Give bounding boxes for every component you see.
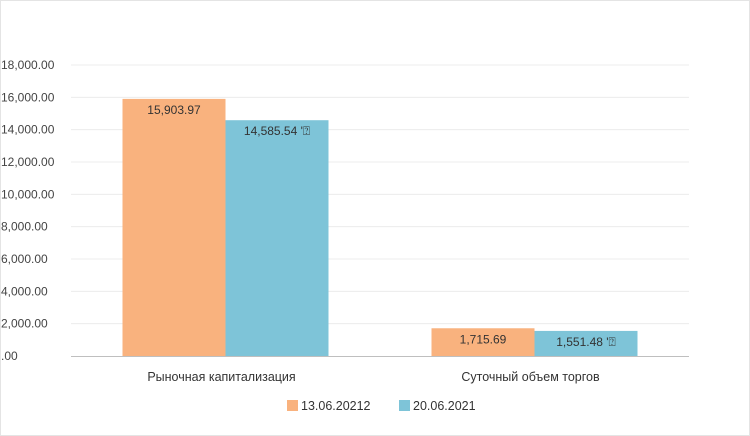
bar-1-1 [122,98,226,357]
y-tick-label: 14,000.00 [1,123,55,137]
y-tick-label: 12,000.00 [1,155,55,169]
data-labels: 15,903.97 14,585.54 '⍰ 1,715.69 1,551.48 '⍰ [147,103,615,349]
y-tick-label: 4,000.00 [1,284,48,298]
category-labels: Рыночная капитализация Суточный объем тор… [147,370,600,384]
y-tick-label: 10,000.00 [1,187,55,201]
data-label: 15,903.97 [147,103,201,117]
y-axis-tick-labels: .00 2,000.00 4,000.00 6,000.00 8,000.00 10,00… [1,58,55,363]
y-tick-label: 16,000.00 [1,90,55,104]
y-tick-label: .00 [1,349,18,363]
legend-swatch [287,400,298,411]
y-tick-label: 6,000.00 [1,252,48,266]
category-label: Рыночная капитализация [147,370,295,384]
data-label: 1,715.69 [460,332,507,346]
bar-2-1 [431,328,535,356]
y-tick-label: 8,000.00 [1,220,48,234]
data-label: 1,551.48 '⍰ [556,335,616,349]
legend-swatch [399,400,410,411]
data-label: 14,585.54 '⍰ [244,124,310,138]
bar-1-2 [225,120,329,356]
bar-2-2 [534,330,638,356]
y-tick-label: 2,000.00 [1,317,48,331]
legend: 13.06.20212 20.06.2021 [287,399,476,413]
bars [122,98,638,357]
y-tick-label: 18,000.00 [1,58,55,72]
category-label: Суточный объем торгов [461,370,600,384]
legend-label: 13.06.20212 [301,399,371,413]
legend-label: 20.06.2021 [413,399,476,413]
